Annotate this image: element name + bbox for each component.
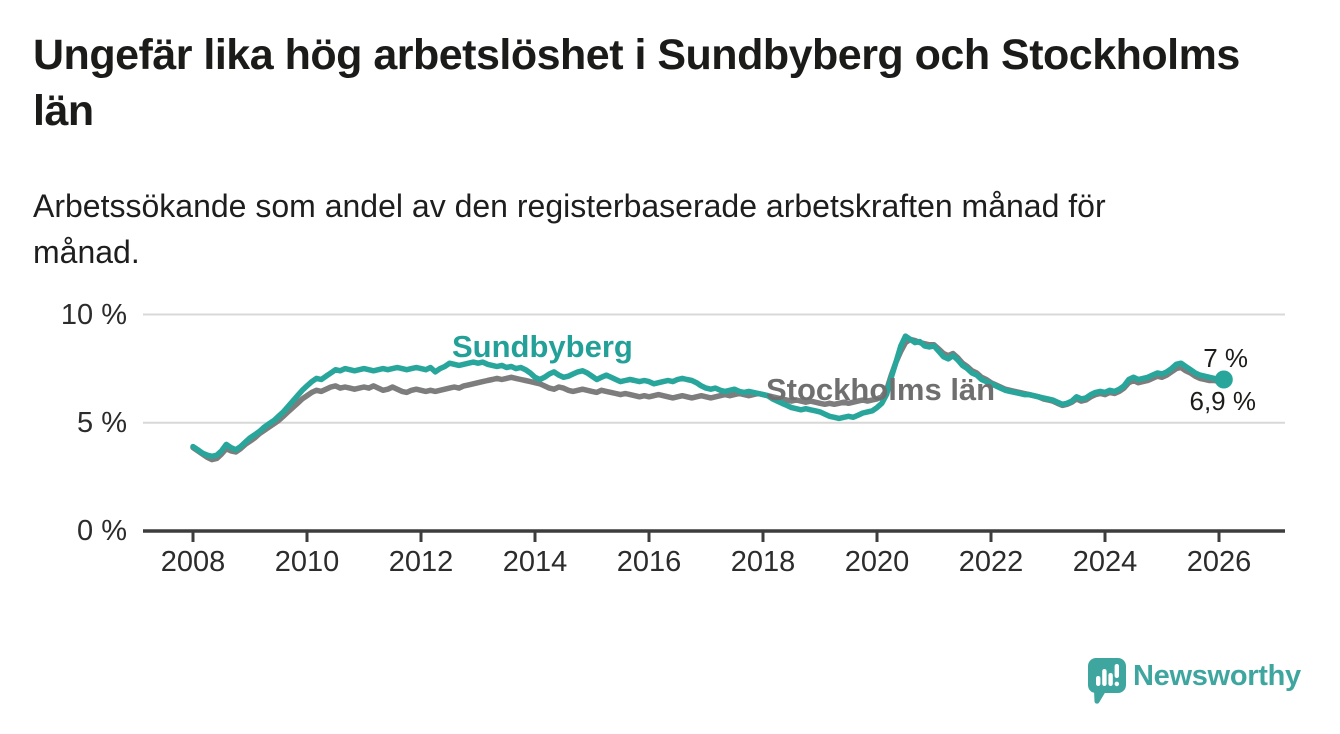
series-end-dot-sundbyberg xyxy=(1214,370,1233,389)
speech-bubble-shape xyxy=(1088,658,1126,704)
brand-name: Newsworthy xyxy=(1133,660,1301,692)
newsworthy-branding: Newsworthy xyxy=(1086,656,1336,716)
exclamation-dot xyxy=(1114,681,1119,687)
exclamation-stem xyxy=(1114,664,1119,678)
chart-subtitle: Arbetssökande som andel av den registerb… xyxy=(33,188,1106,271)
bar-small xyxy=(1096,676,1101,686)
page-title: Ungefär lika hög arbetslöshet i Sundbybe… xyxy=(33,31,1240,135)
bar-medium xyxy=(1108,673,1113,686)
bar-tall xyxy=(1102,669,1107,686)
newsworthy-logo-icon xyxy=(1088,658,1126,704)
series-line-sundbyberg xyxy=(190,333,1227,460)
